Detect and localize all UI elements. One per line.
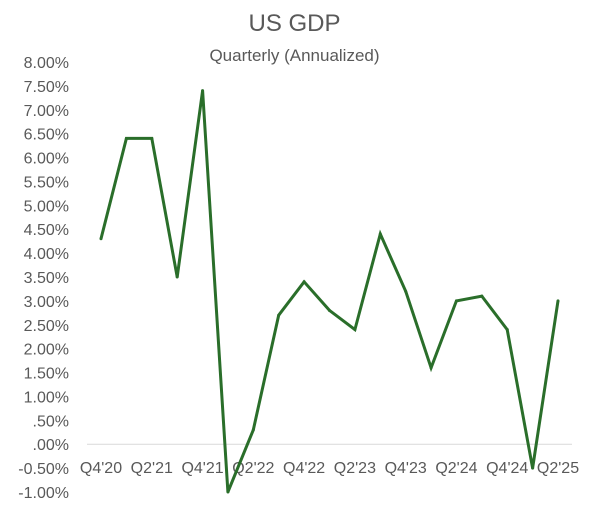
y-tick-label: 6.50% bbox=[24, 127, 69, 144]
y-tick-label: 4.00% bbox=[24, 246, 69, 263]
data-point bbox=[480, 294, 484, 298]
data-point bbox=[404, 289, 408, 293]
x-tick-label: Q2'24 bbox=[435, 460, 477, 477]
y-tick-label: 6.00% bbox=[24, 151, 69, 168]
x-tick-label: Q4'22 bbox=[283, 460, 325, 477]
data-point bbox=[556, 299, 560, 303]
y-tick-label: 3.00% bbox=[24, 294, 69, 311]
data-point bbox=[429, 366, 433, 370]
y-tick-label: 2.00% bbox=[24, 342, 69, 359]
y-tick-label: 5.50% bbox=[24, 174, 69, 191]
data-point bbox=[99, 237, 103, 241]
data-point bbox=[302, 280, 306, 284]
x-tick-label: Q4'21 bbox=[181, 460, 223, 477]
y-tick-label: .00% bbox=[33, 437, 69, 454]
data-point bbox=[378, 232, 382, 236]
y-tick-label: 3.50% bbox=[24, 270, 69, 287]
chart-title: US GDP bbox=[248, 10, 341, 37]
x-tick-label: Q4'20 bbox=[80, 460, 122, 477]
x-tick-label: Q4'24 bbox=[486, 460, 528, 477]
y-tick-label: 5.00% bbox=[24, 198, 69, 215]
y-tick-label: 7.50% bbox=[24, 79, 69, 96]
data-point bbox=[531, 466, 535, 470]
chart-subtitle: Quarterly (Annualized) bbox=[209, 46, 380, 65]
y-tick-label: 2.50% bbox=[24, 318, 69, 335]
data-point bbox=[226, 490, 230, 494]
y-tick-label: .50% bbox=[33, 413, 69, 430]
data-point bbox=[353, 328, 357, 332]
series-group bbox=[99, 89, 560, 494]
y-tick-label: 1.50% bbox=[24, 366, 69, 383]
data-point bbox=[124, 136, 128, 140]
x-tick-label: Q4'23 bbox=[385, 460, 427, 477]
data-point bbox=[277, 313, 281, 317]
y-tick-label: 4.50% bbox=[24, 222, 69, 239]
x-tick-label: Q2'25 bbox=[537, 460, 579, 477]
y-tick-label: 1.00% bbox=[24, 389, 69, 406]
x-tick-label: Q2'23 bbox=[334, 460, 376, 477]
x-tick-label: Q2'22 bbox=[232, 460, 274, 477]
data-point bbox=[150, 136, 154, 140]
data-point bbox=[175, 275, 179, 279]
data-point bbox=[454, 299, 458, 303]
y-tick-label: 8.00% bbox=[24, 55, 69, 72]
data-point bbox=[251, 428, 255, 432]
x-axis-labels: Q4'20 Q2'21 Q4'21 Q2'22 Q4'22 Q2'23 Q4'23 Q2'24… bbox=[80, 460, 579, 477]
y-tick-label: -1.00% bbox=[18, 485, 69, 502]
data-point bbox=[201, 89, 205, 93]
gdp-series-line bbox=[99, 90, 560, 493]
y-tick-label: 7.00% bbox=[24, 103, 69, 120]
x-tick-label: Q2'21 bbox=[131, 460, 173, 477]
data-point bbox=[505, 328, 509, 332]
y-axis-labels: 8.00% 7.50% 7.00% 6.50% 6.00% 5.50% 5.00% 4.50%… bbox=[18, 55, 69, 502]
y-tick-label: -0.50% bbox=[18, 461, 69, 478]
data-point bbox=[328, 308, 331, 312]
